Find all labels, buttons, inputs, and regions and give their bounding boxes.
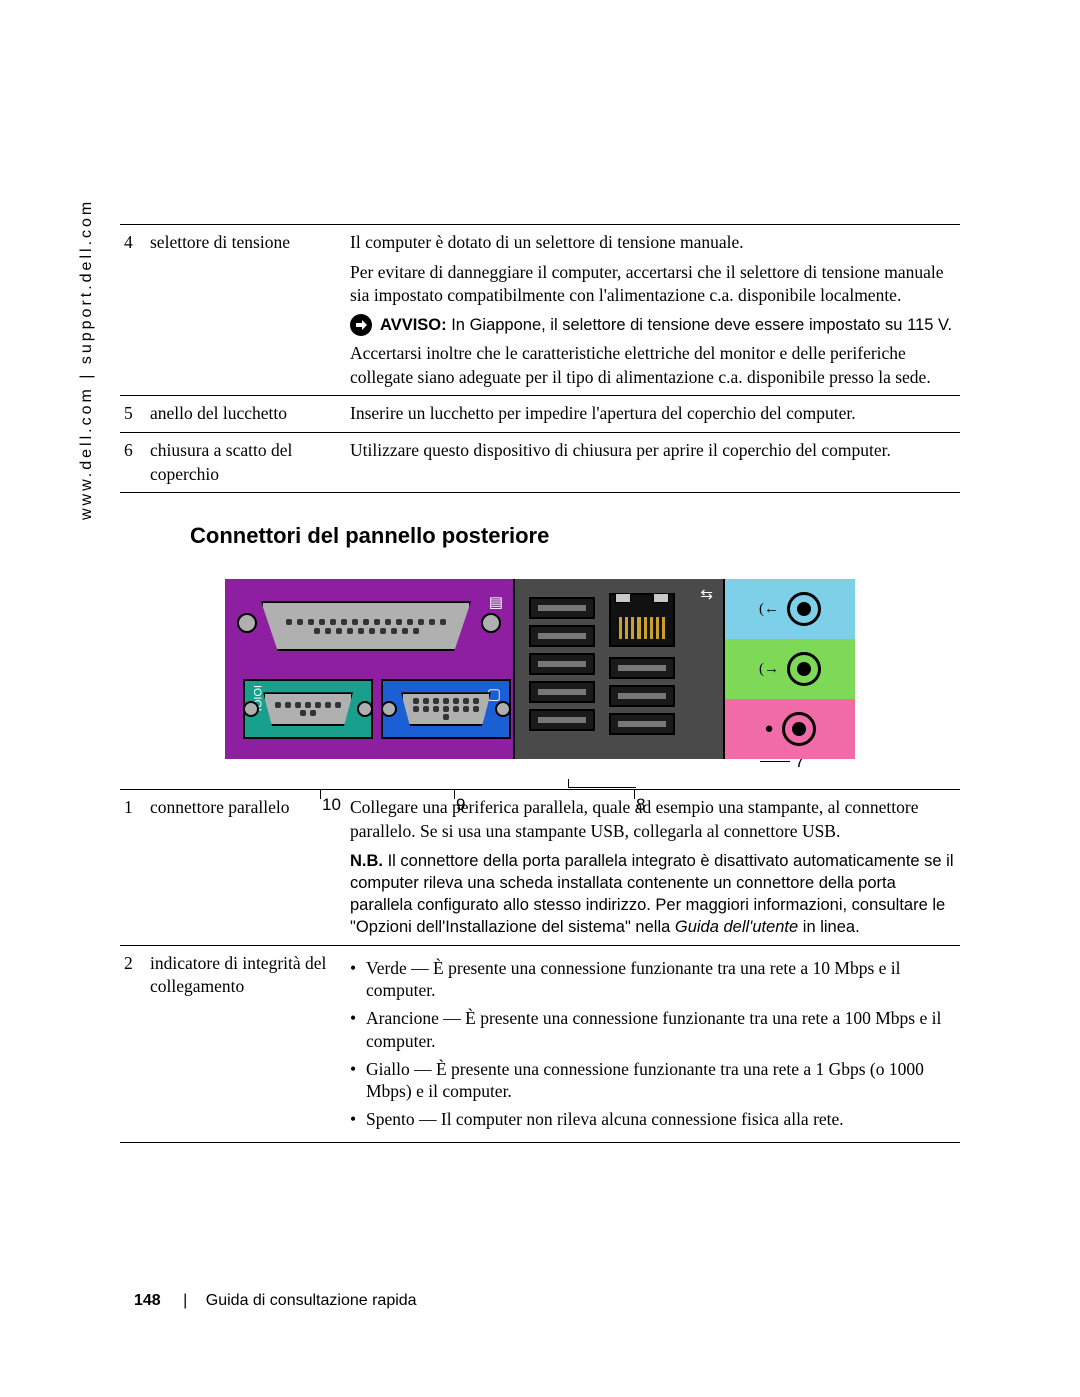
notice-arrow-icon <box>350 314 372 336</box>
components-table-upper: 4 selettore di tensione Il computer è do… <box>120 224 960 493</box>
footer-title: Guida di consultazione rapida <box>206 1292 417 1309</box>
line-out-icon: (→ <box>759 661 779 678</box>
panel-segment-gray: ⇆ <box>515 579 725 759</box>
callout-8: 8 <box>636 795 645 815</box>
serial-port <box>263 692 353 726</box>
leader-line <box>568 787 636 788</box>
section-heading: Connettori del pannello posteriore <box>190 523 960 549</box>
avviso-text: AVVISO: In Giappone, il selettore di ten… <box>380 314 952 336</box>
table-bottom-rule <box>120 1142 960 1143</box>
table-row: 5 anello del lucchetto Inserire un lucch… <box>120 396 960 433</box>
line-in-icon: (← <box>759 601 779 618</box>
leader-line <box>634 789 635 799</box>
usb-port <box>529 681 595 703</box>
row-text: Inserire un lucchetto per impedire l'ape… <box>350 396 960 433</box>
nb-text-b: in linea. <box>798 918 859 936</box>
usb-stack <box>529 597 595 731</box>
row-label: connettore parallelo <box>150 790 350 945</box>
usb-port <box>609 657 675 679</box>
leader-line <box>320 789 321 799</box>
back-panel-diagram: 1 2 3 4 5 6 7 ▤ IOIOI <box>190 579 890 759</box>
parallel-icon: ▤ <box>489 593 503 611</box>
page-content: 4 selettore di tensione Il computer è do… <box>120 224 960 1143</box>
screw-icon <box>481 613 501 633</box>
connectors-table: 1 connettore parallelo Collegare una per… <box>120 789 960 1143</box>
ethernet-port <box>609 593 675 647</box>
list-item: Giallo — È presente una connessione funz… <box>350 1058 956 1104</box>
sidebar-url: www.dell.com | support.dell.com <box>78 199 96 520</box>
paragraph: Il computer è dotato di un selettore di … <box>350 231 956 255</box>
row-number: 6 <box>120 433 150 493</box>
row-label: anello del lucchetto <box>150 396 350 433</box>
parallel-port <box>261 601 471 651</box>
list-item: Spento — Il computer non rileva alcuna c… <box>350 1108 956 1131</box>
leader-line <box>568 779 569 788</box>
paragraph: Collegare una periferica parallela, qual… <box>350 796 956 843</box>
usb-port <box>609 713 675 735</box>
row-text: Verde — È presente una connessione funzi… <box>350 945 960 1142</box>
io-panel: ▤ IOIOI ▢ <box>225 579 855 759</box>
screw-icon <box>357 701 373 717</box>
panel-segment-purple: ▤ IOIOI ▢ <box>225 579 515 759</box>
usb-stack <box>609 657 675 735</box>
network-icon: ⇆ <box>700 585 713 603</box>
row-label: selettore di tensione <box>150 225 350 396</box>
usb-port <box>529 709 595 731</box>
usb-port <box>529 625 595 647</box>
callout-10: 10 <box>322 795 341 815</box>
vga-port-box: ▢ <box>381 679 511 739</box>
nb-text: Il connettore della porta parallela inte… <box>350 852 954 937</box>
panel-segment-audio: (← (→ ● <box>725 579 855 759</box>
screw-icon <box>237 613 257 633</box>
row-number: 5 <box>120 396 150 433</box>
link-led <box>615 593 631 603</box>
row-label: chiusura a scatto del coperchio <box>150 433 350 493</box>
page-number: 148 <box>134 1292 161 1309</box>
table-bottom-rule <box>120 493 960 494</box>
leader-line <box>760 761 790 762</box>
avviso-note: AVVISO: In Giappone, il selettore di ten… <box>350 314 956 336</box>
screw-icon <box>381 701 397 717</box>
avviso-label: AVVISO: <box>380 316 447 334</box>
paragraph: Accertarsi inoltre che le caratteristich… <box>350 342 956 389</box>
row-text: Utilizzare questo dispositivo di chiusur… <box>350 433 960 493</box>
microphone-icon: ● <box>764 721 773 738</box>
line-in-jack: (← <box>725 579 855 639</box>
nb-label: N.B. <box>350 852 383 870</box>
leader-line <box>454 789 455 799</box>
row-number: 1 <box>120 790 150 945</box>
avviso-body: In Giappone, il selettore di tensione de… <box>451 316 952 334</box>
page-footer: 148 | Guida di consultazione rapida <box>134 1292 417 1310</box>
row-text: Il computer è dotato di un selettore di … <box>350 225 960 396</box>
nb-note: N.B. Il connettore della porta parallela… <box>350 850 956 939</box>
paragraph: Per evitare di danneggiare il computer, … <box>350 261 956 308</box>
row-number: 4 <box>120 225 150 396</box>
usb-port <box>609 685 675 707</box>
usb-port <box>529 597 595 619</box>
activity-led <box>653 593 669 603</box>
screw-icon <box>243 701 259 717</box>
nb-italic: Guida dell'utente <box>675 918 798 936</box>
serial-port-box: IOIOI <box>243 679 373 739</box>
table-row: 1 connettore parallelo Collegare una per… <box>120 790 960 945</box>
row-label: indicatore di integrità del collegamento <box>150 945 350 1142</box>
screw-icon <box>495 701 511 717</box>
usb-port <box>529 653 595 675</box>
list-item: Arancione — È presente una connessione f… <box>350 1007 956 1053</box>
bullet-list: Verde — È presente una connessione funzi… <box>350 957 956 1131</box>
vga-port <box>401 692 491 726</box>
callout-9: 9 <box>456 795 465 815</box>
table-row: 2 indicatore di integrità del collegamen… <box>120 945 960 1142</box>
line-out-jack: (→ <box>725 639 855 699</box>
table-row: 6 chiusura a scatto del coperchio Utiliz… <box>120 433 960 493</box>
footer-separator: | <box>183 1292 187 1309</box>
row-text: Collegare una periferica parallela, qual… <box>350 790 960 945</box>
row-number: 2 <box>120 945 150 1142</box>
mic-jack: ● <box>725 699 855 759</box>
table-row: 4 selettore di tensione Il computer è do… <box>120 225 960 396</box>
list-item: Verde — È presente una connessione funzi… <box>350 957 956 1003</box>
